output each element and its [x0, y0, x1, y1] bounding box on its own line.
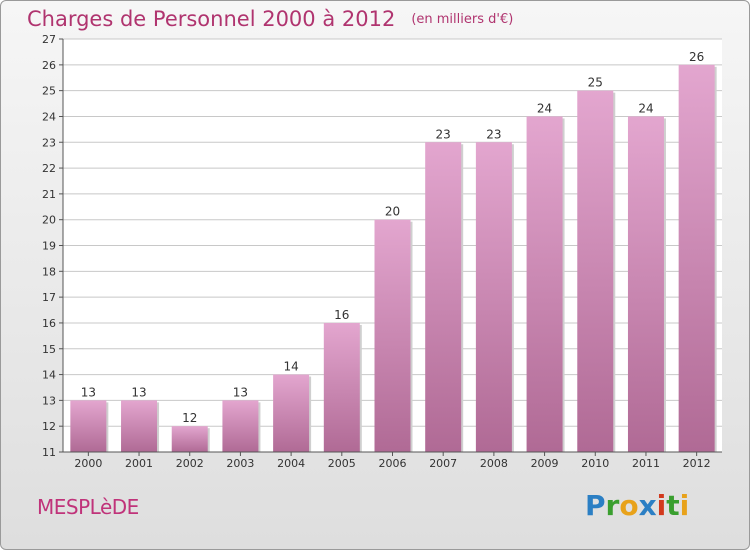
logo-letter: t — [666, 489, 680, 522]
x-tick-label: 2007 — [429, 457, 457, 470]
x-tick-label: 2011 — [632, 457, 660, 470]
x-tick-label: 2001 — [125, 457, 153, 470]
bar — [425, 142, 462, 452]
data-label: 13 — [81, 385, 96, 399]
bar — [70, 400, 107, 452]
x-tick-label: 2008 — [480, 457, 508, 470]
chart-title: Charges de Personnel 2000 à 2012 (en mill… — [27, 7, 513, 31]
logo-letter: i — [679, 489, 690, 522]
y-tick-label: 16 — [42, 317, 56, 330]
data-label: 23 — [436, 127, 451, 141]
y-tick-label: 20 — [42, 214, 56, 227]
bar — [627, 116, 664, 452]
y-tick-label: 18 — [42, 265, 56, 278]
x-tick-label: 2002 — [176, 457, 204, 470]
y-tick-label: 11 — [42, 446, 56, 459]
bar — [526, 116, 563, 452]
bar — [121, 400, 158, 452]
bar — [374, 219, 411, 452]
x-tick-label: 2005 — [328, 457, 356, 470]
x-tick-label: 2009 — [531, 457, 559, 470]
y-tick-label: 14 — [42, 369, 56, 382]
y-tick-label: 15 — [42, 343, 56, 356]
y-tick-label: 19 — [42, 240, 56, 253]
x-tick-label: 2010 — [581, 457, 609, 470]
data-label: 24 — [537, 101, 552, 115]
y-tick-label: 21 — [42, 188, 56, 201]
bar — [222, 400, 259, 452]
y-tick-label: 26 — [42, 59, 56, 72]
chart-unit: (en milliers d'€) — [411, 12, 514, 27]
bar — [475, 142, 512, 452]
bar — [171, 426, 208, 452]
data-label: 14 — [283, 360, 298, 374]
data-label: 26 — [689, 50, 704, 64]
data-label: 12 — [182, 411, 197, 425]
y-tick-label: 13 — [42, 394, 56, 407]
x-tick-label: 2012 — [683, 457, 711, 470]
y-tick-label: 22 — [42, 162, 56, 175]
bar — [323, 322, 360, 452]
data-label: 16 — [334, 308, 349, 322]
x-tick-label: 2000 — [74, 457, 102, 470]
place-name: MESPLèDE — [37, 495, 139, 519]
data-label: 13 — [233, 385, 248, 399]
y-tick-label: 23 — [42, 136, 56, 149]
data-label: 13 — [131, 385, 146, 399]
logo-letter: i — [656, 489, 667, 522]
data-label: 24 — [638, 101, 653, 115]
y-tick-label: 12 — [42, 420, 56, 433]
data-label: 20 — [385, 205, 400, 219]
data-label: 25 — [588, 76, 603, 90]
y-tick-label: 25 — [42, 85, 56, 98]
bar — [577, 90, 614, 452]
logo-letter: x — [638, 489, 657, 522]
x-tick-label: 2003 — [226, 457, 254, 470]
data-label: 23 — [486, 127, 501, 141]
logo-letter: r — [605, 489, 620, 522]
logo-letter: P — [585, 489, 606, 522]
y-tick-label: 24 — [42, 110, 56, 123]
y-tick-label: 17 — [42, 291, 56, 304]
chart-title-text: Charges de Personnel 2000 à 2012 — [27, 7, 396, 31]
logo-letter: o — [619, 489, 639, 522]
x-tick-label: 2006 — [379, 457, 407, 470]
bar — [678, 64, 715, 452]
y-tick-label: 27 — [42, 33, 56, 46]
bar — [273, 374, 310, 452]
proxiti-logo: Proxiti — [585, 489, 689, 522]
x-tick-label: 2004 — [277, 457, 305, 470]
